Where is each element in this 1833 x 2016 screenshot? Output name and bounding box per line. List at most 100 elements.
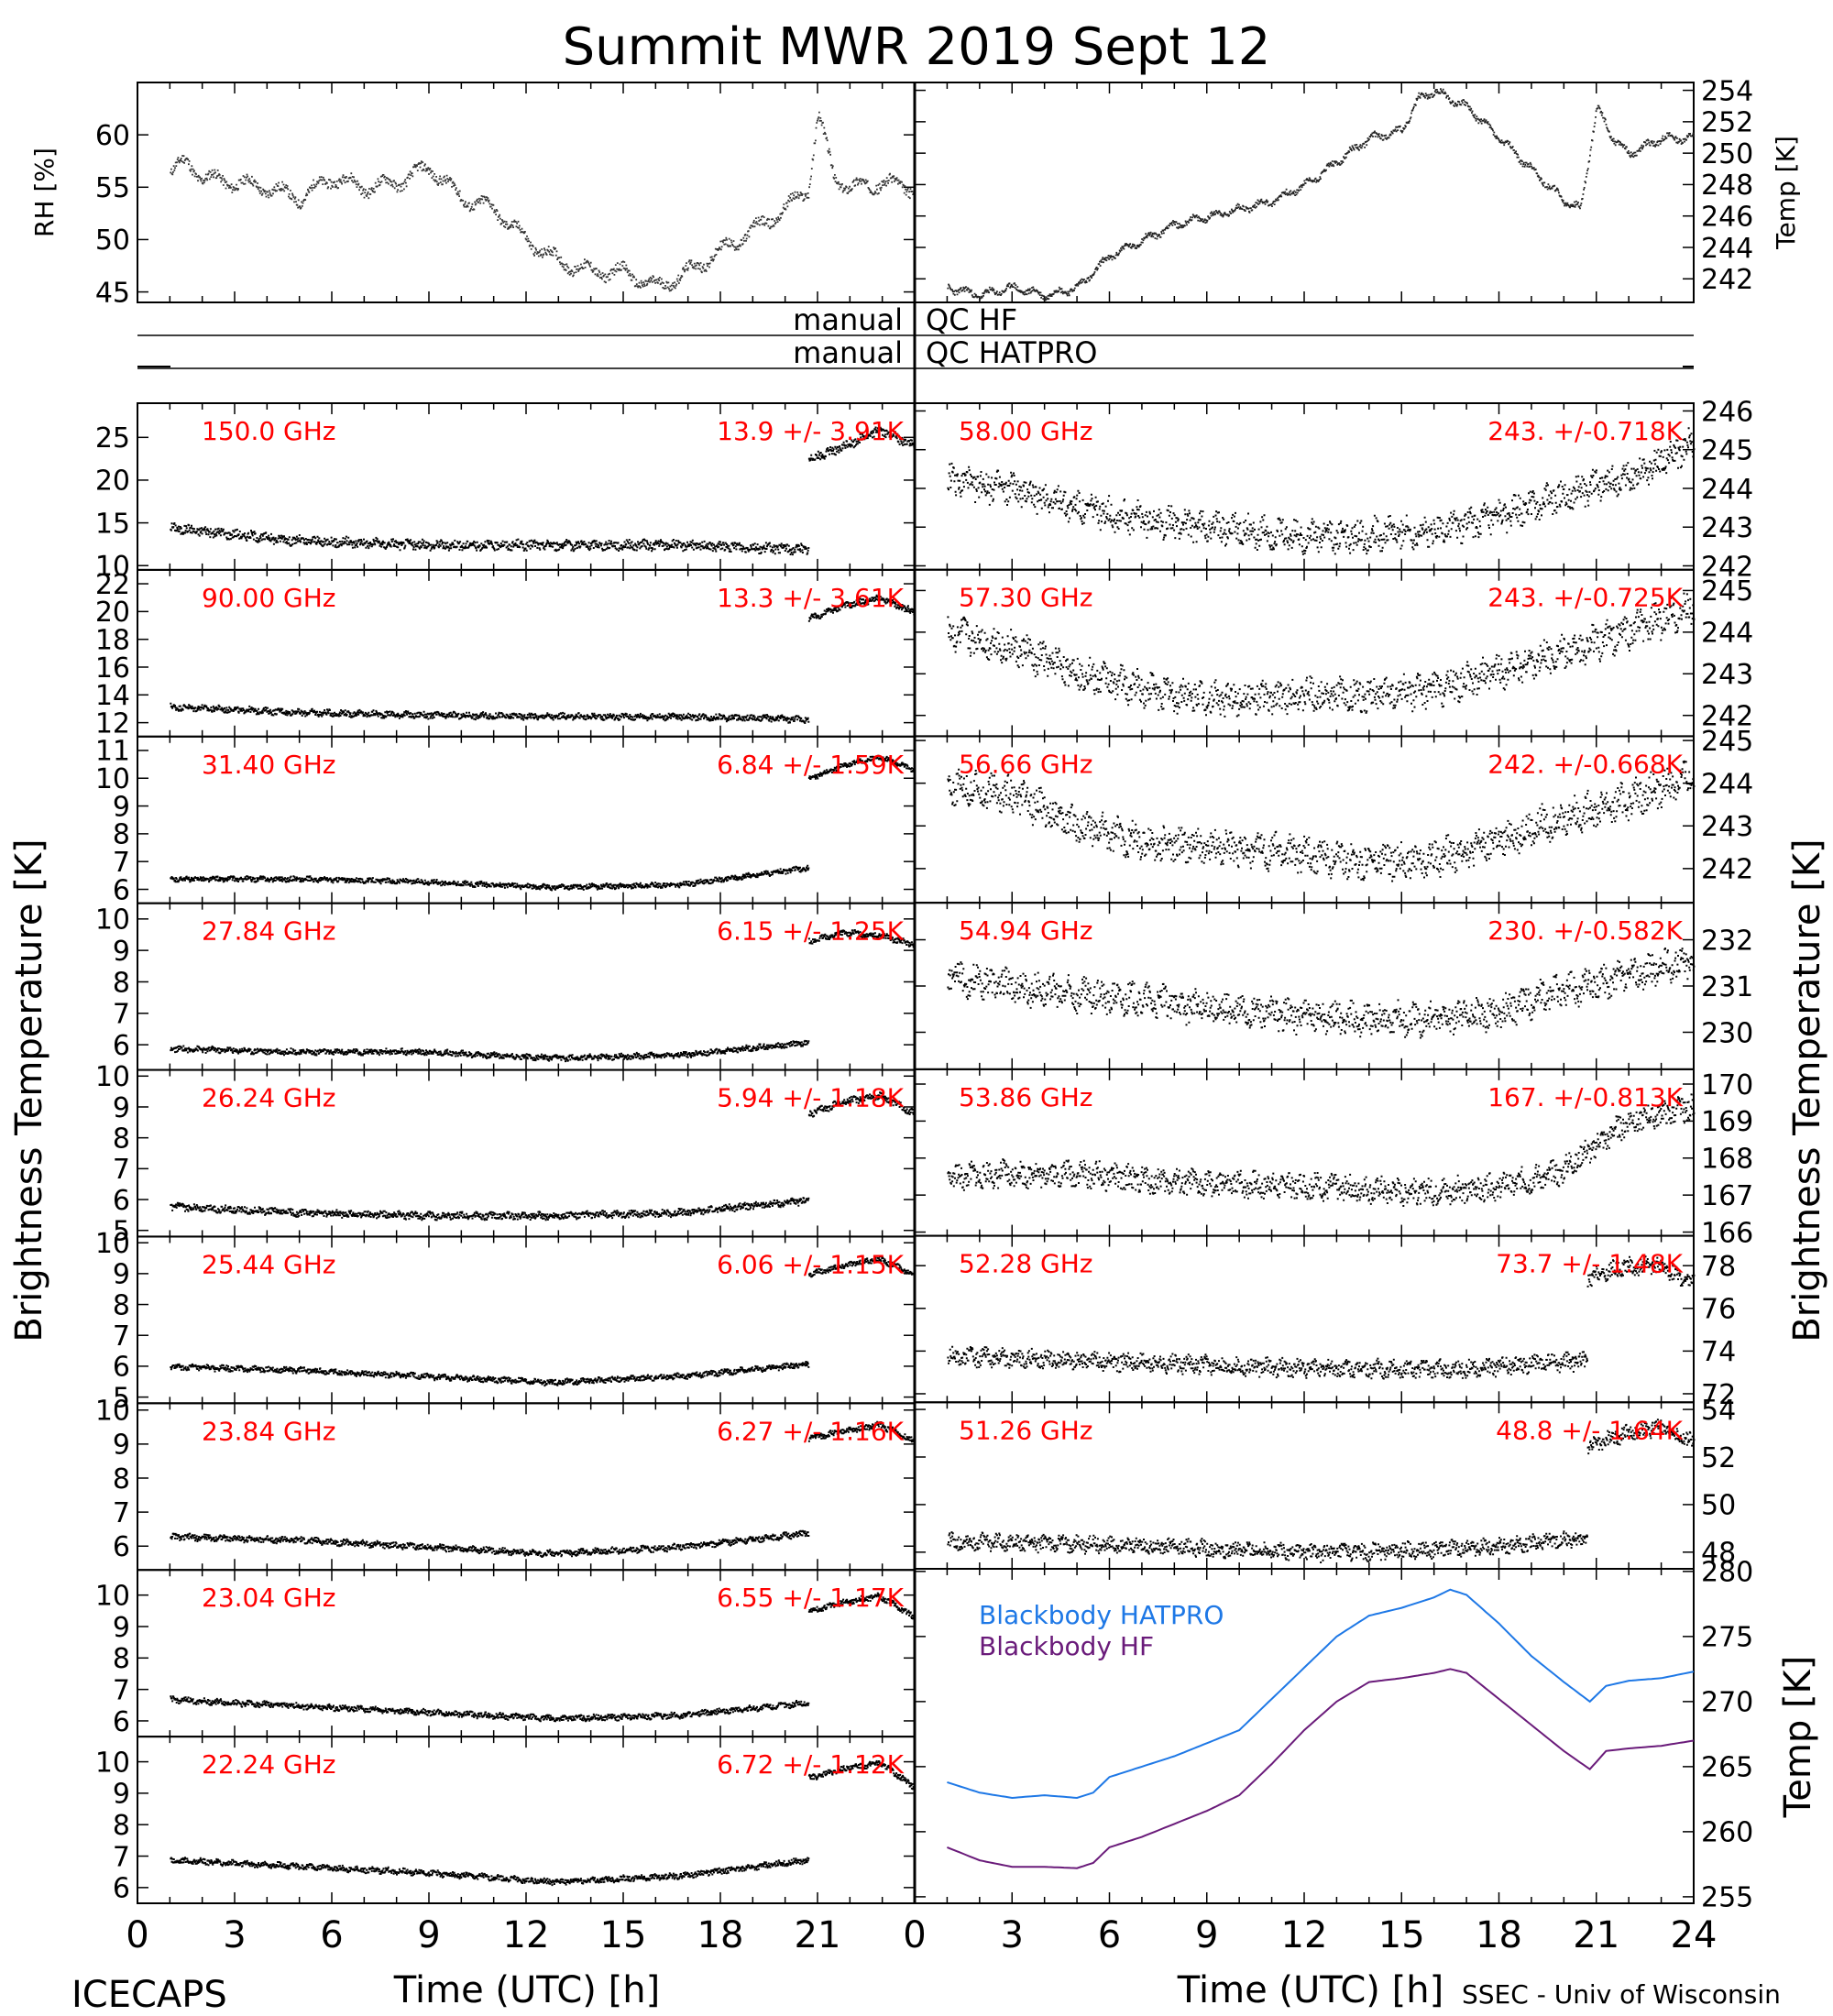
y-tick-label: 8 [113,967,130,999]
y-tick-label: 76 [1701,1294,1736,1326]
right-axis-title: Brightness Temperature [K] [1786,838,1828,1342]
y-tick-label: 20 [95,466,130,498]
y-tick-label: 12 [95,707,130,740]
y-tick-label: 50 [1701,1490,1736,1522]
y-tick-label: 10 [95,1747,130,1779]
x-tick-label: 12 [503,1914,550,1956]
y-tick-label: 55 [95,172,130,204]
x-tick-label: 18 [697,1914,744,1956]
y-tick-label: 14 [95,680,130,712]
channel-stat-label: 167. +/-0.813K [1487,1082,1683,1112]
footer-left: ICECAPS [71,1974,227,2016]
y-tick-label: 5 [113,1382,130,1414]
y-tick-label: 72 [1701,1379,1736,1411]
channel-frequency-label: 51.26 GHz [959,1415,1093,1445]
y-tick-label: 6 [113,1873,130,1905]
channel-stat-label: 6.72 +/- 1.12K [717,1749,904,1780]
y-tick-label: 245 [1701,726,1753,758]
y-tick-label: 232 [1701,925,1753,957]
y-tick-label: 170 [1701,1069,1753,1101]
data-points [947,88,1696,301]
channel-stat-label: 243. +/-0.725K [1487,583,1683,613]
y-tick-label: 45 [95,277,130,309]
blackbody-axis: 255 260 265 270 275 280 [914,1557,1753,1914]
y-tick-label: 10 [95,904,130,937]
y-tick-label: 242 [1701,264,1753,296]
channel-stat-label: 73.7 +/- 1.48K [1496,1249,1683,1279]
y-tick-label: 7 [113,1320,130,1353]
air-temp-series [947,88,1696,301]
y-tick-label: 242 [1701,551,1753,583]
x-axis-label-right: Time (UTC) [h] [1177,1969,1443,2011]
channel-frequency-label: 27.84 GHz [202,916,336,947]
air-temp-axis-label: Temp [K] [1771,136,1801,250]
y-tick-label: 10 [95,1580,130,1612]
channel-stat-label: 48.8 +/- 1.64K [1496,1415,1683,1445]
hatpro-panel-1: 242 243 244 245 57.30 GHz 243. +/-0.725K [914,568,1753,738]
qc-hatpro-left-label: manual [793,335,903,370]
y-tick-label: 244 [1701,233,1753,265]
x-tick-label: 6 [1098,1914,1121,1956]
data-points [947,592,1696,718]
y-tick-label: 8 [113,1289,130,1321]
y-tick-label: 16 [95,652,130,685]
x-tick-label: 3 [223,1914,246,1956]
x-tick-label: 24 [1671,1914,1718,1956]
y-tick-label: 9 [113,1612,130,1644]
y-tick-label: 6 [113,1531,130,1563]
channel-stat-label: 5.94 +/- 1.18K [717,1083,904,1113]
y-tick-label: 20 [95,597,130,629]
data-points [947,427,1696,555]
x-tick-label: 9 [1195,1914,1218,1956]
y-tick-label: 15 [95,508,130,540]
y-tick-label: 18 [95,624,130,656]
y-tick-label: 242 [1701,701,1753,733]
y-tick-label: 270 [1701,1687,1753,1719]
data-points [170,111,916,292]
y-tick-label: 8 [113,1463,130,1496]
y-tick-label: 11 [95,736,130,768]
air-temp-panel-frame [914,82,1695,303]
y-tick-label: 250 [1701,138,1753,170]
y-tick-label: 254 [1701,75,1753,107]
y-tick-label: 243 [1701,659,1753,691]
y-tick-label: 280 [1701,1557,1753,1589]
y-tick-label: 167 [1701,1180,1753,1212]
data-points [170,1091,916,1222]
y-tick-label: 7 [113,1497,130,1529]
time-axis: 0 3 6 9 12 15 18 21 0 3 6 9 12 15 18 21 24 [126,1914,1717,1956]
y-tick-label: 244 [1701,474,1753,506]
y-tick-label: 243 [1701,512,1753,544]
y-tick-label: 166 [1701,1217,1753,1249]
channel-stat-label: 6.06 +/- 1.15K [717,1249,904,1279]
x-tick-label: 15 [1378,1914,1425,1956]
channel-stat-label: 6.84 +/- 1.59K [717,750,904,780]
x-tick-label: 21 [1573,1914,1619,1956]
y-tick-label: 168 [1701,1144,1753,1176]
y-tick-label: 6 [113,1352,130,1384]
channel-stat-label: 6.27 +/- 1.16K [717,1416,904,1446]
channel-stat-label: 13.3 +/- 3.61K [717,583,904,613]
hatpro-panel-2: 242 243 244 245 56.66 GHz 242. +/-0.668K [914,726,1753,904]
channel-frequency-label: 150.0 GHz [202,416,336,446]
y-tick-label: 6 [113,1185,130,1217]
left-axis-title: Brightness Temperature [K] [8,838,50,1342]
y-tick-label: 265 [1701,1752,1753,1784]
blackbody-hf-line [947,1668,1695,1869]
blackbody-panel: 255 260 265 270 275 280 Blackbody HATPRO Blac… [914,1557,1819,1914]
y-tick-label: 10 [95,551,130,583]
channel-frequency-label: 56.66 GHz [959,749,1093,779]
x-tick-label: 18 [1476,1914,1522,1956]
y-tick-label: 7 [113,1841,130,1873]
y-tick-label: 10 [95,1061,130,1093]
data-points [947,760,1696,882]
channel-stat-label: 6.55 +/- 1.17K [717,1583,904,1613]
x-tick-label: 21 [795,1914,841,1956]
y-tick-label: 78 [1701,1251,1736,1283]
